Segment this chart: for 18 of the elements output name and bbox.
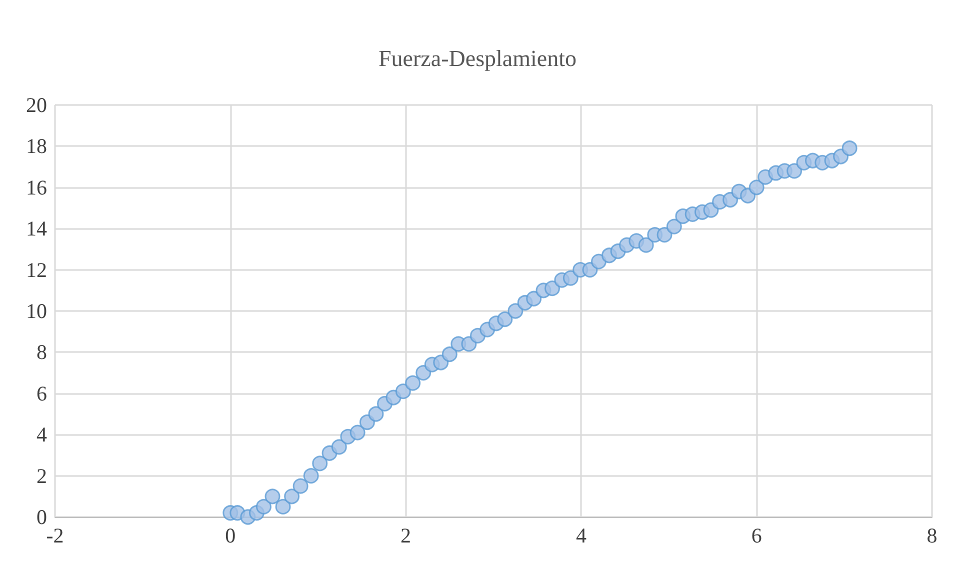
y-tick-label: 6	[36, 381, 47, 406]
x-tick-label: 6	[751, 524, 762, 548]
y-tick-label: 2	[36, 464, 47, 488]
x-tick-label: 2	[400, 524, 412, 548]
y-tick-label: 4	[36, 422, 48, 447]
x-tick-label: 4	[576, 524, 587, 548]
y-tick-label: 8	[36, 340, 47, 364]
chart-title: Fuerza-Desplamiento	[378, 46, 576, 71]
x-tick-label: 0	[225, 524, 236, 548]
y-tick-label: 16	[26, 175, 47, 200]
y-tick-label: 18	[26, 134, 47, 158]
y-tick-label: 14	[26, 216, 48, 241]
y-tick-label: 20	[26, 93, 47, 117]
y-tick-label: 0	[36, 505, 47, 529]
y-tick-label: 12	[26, 258, 47, 282]
x-tick-label: -2	[46, 524, 64, 548]
x-tick-label: 8	[926, 524, 938, 548]
y-tick-label: 10	[26, 299, 47, 323]
